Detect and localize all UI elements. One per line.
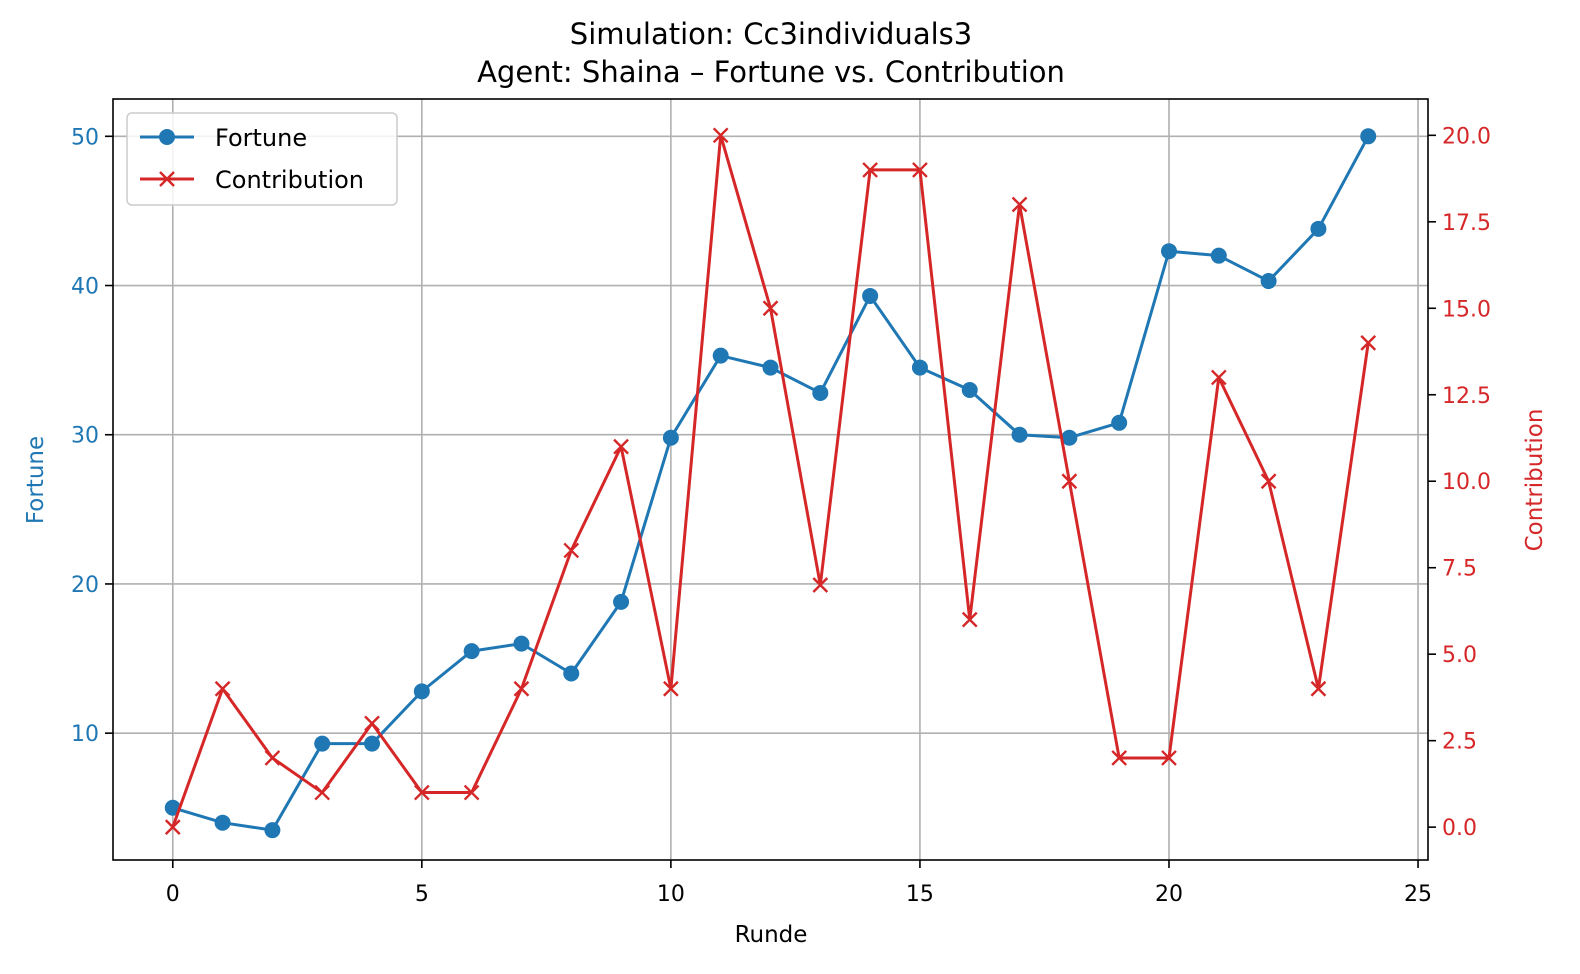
fortune-point xyxy=(812,384,829,401)
fortune-point xyxy=(961,381,978,398)
axes: 0 5 10 15 20 25 10 20 30 40 50 0.0 2.5 5.0 7.5 10.0 12.5… xyxy=(71,124,1491,907)
contribution-point xyxy=(214,680,231,697)
y-right-tick-label: 12.5 xyxy=(1442,384,1491,409)
contribution-point xyxy=(762,300,779,317)
y-right-tick-label: 7.5 xyxy=(1442,557,1477,582)
contribution-point xyxy=(264,750,281,766)
legend-contribution-marker xyxy=(159,171,175,187)
fortune-point xyxy=(264,822,281,839)
contribution-point xyxy=(1360,335,1377,351)
fortune-point xyxy=(463,643,480,660)
contribution-point xyxy=(663,680,679,697)
y-right-tick-label: 2.5 xyxy=(1442,730,1477,755)
contribution-point xyxy=(961,611,978,628)
contribution-point xyxy=(812,577,829,593)
fortune-point xyxy=(1111,414,1128,431)
chart-title: Simulation: Cc3individuals3 xyxy=(570,17,972,51)
x-tick-label: 25 xyxy=(1404,882,1432,907)
contribution-point xyxy=(364,715,380,732)
y-right-tick-label: 10.0 xyxy=(1442,470,1491,495)
fortune-point xyxy=(712,347,729,364)
contribution-point xyxy=(463,784,480,801)
y-left-tick-label: 20 xyxy=(71,573,99,598)
x-axis-label: Runde xyxy=(735,922,808,948)
grid xyxy=(113,99,1428,860)
fortune-point xyxy=(314,735,331,752)
y-left-tick-label: 30 xyxy=(71,424,99,449)
legend-box xyxy=(126,112,398,206)
y-left-tick-label: 40 xyxy=(71,275,99,300)
contribution-point xyxy=(413,784,430,801)
contribution-point xyxy=(1111,750,1128,766)
fortune-point xyxy=(1011,426,1028,443)
fortune-point xyxy=(1360,128,1377,145)
contribution-point xyxy=(613,438,629,455)
contribution-point xyxy=(862,162,878,178)
contribution-point xyxy=(513,680,530,697)
contribution-point xyxy=(1161,750,1177,766)
chart-subtitle: Agent: Shaina – Fortune vs. Contribution xyxy=(477,55,1065,89)
fortune-point xyxy=(1310,220,1327,237)
series-layer xyxy=(164,127,1377,839)
contribution-point xyxy=(563,542,580,559)
fortune-point xyxy=(513,635,530,652)
y-axis-right-label: Contribution xyxy=(1522,409,1548,552)
y-left-tick-label: 10 xyxy=(71,722,99,747)
x-tick-label: 5 xyxy=(415,882,429,907)
y-right-tick-label: 17.5 xyxy=(1442,211,1491,236)
contribution-point xyxy=(1210,369,1227,386)
contribution-point xyxy=(1011,196,1028,213)
fortune-point xyxy=(1260,273,1277,290)
contribution-point xyxy=(1061,473,1078,490)
contribution-point xyxy=(164,819,181,835)
fortune-point xyxy=(563,665,580,682)
x-tick-label: 10 xyxy=(657,882,685,907)
fortune-point xyxy=(911,359,928,376)
fortune-point xyxy=(1210,247,1227,264)
plot-frame xyxy=(112,98,1429,861)
fortune-point xyxy=(1160,243,1177,260)
legend-fortune-marker xyxy=(159,129,175,145)
y-right-tick-label: 5.0 xyxy=(1442,643,1477,668)
fortune-point xyxy=(214,814,231,831)
fortune-point xyxy=(662,429,679,446)
contribution-point xyxy=(1260,473,1277,490)
fortune-point xyxy=(613,593,630,610)
y-right-tick-label: 0.0 xyxy=(1442,816,1477,841)
legend-contribution-label: Contribution xyxy=(215,166,364,194)
contribution-point xyxy=(712,127,729,144)
y-right-tick-label: 20.0 xyxy=(1442,124,1491,149)
contribution-point xyxy=(912,162,928,178)
legend-fortune-label: Fortune xyxy=(215,124,307,152)
x-tick-label: 20 xyxy=(1155,882,1183,907)
x-tick-label: 0 xyxy=(166,882,180,907)
fortune-point xyxy=(364,735,381,752)
contribution-point xyxy=(1310,680,1327,697)
y-right-tick-label: 15.0 xyxy=(1442,297,1491,322)
legend: Fortune Contribution xyxy=(126,112,398,206)
y-axis-left-label: Fortune xyxy=(23,436,49,524)
x-tick-label: 15 xyxy=(906,882,934,907)
y-left-tick-label: 50 xyxy=(71,125,99,150)
fortune-point xyxy=(862,287,879,304)
fortune-point xyxy=(413,683,430,700)
fortune-point xyxy=(1061,429,1078,446)
fortune-point xyxy=(762,359,779,376)
contribution-point xyxy=(314,784,331,801)
